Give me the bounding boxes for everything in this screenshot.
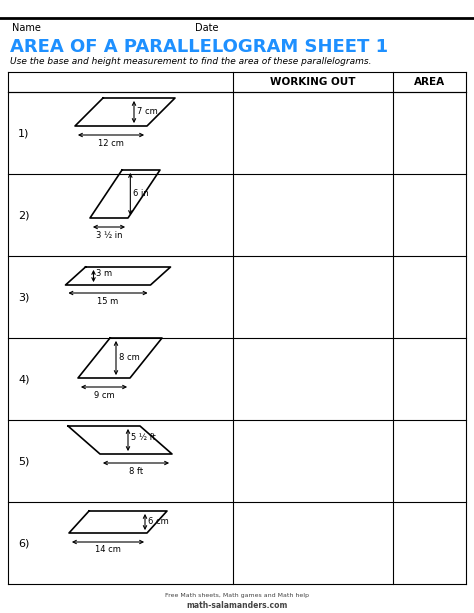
Text: 4): 4): [18, 374, 29, 384]
Text: math-salamanders.com: math-salamanders.com: [186, 601, 288, 611]
Text: Free Math sheets, Math games and Math help: Free Math sheets, Math games and Math he…: [165, 593, 309, 598]
Text: 3 ½ in: 3 ½ in: [96, 230, 122, 240]
Text: Date: Date: [195, 23, 219, 33]
Text: 3): 3): [18, 292, 29, 302]
Text: 3 m: 3 m: [97, 270, 113, 278]
Text: 2): 2): [18, 210, 29, 220]
Text: 7 cm: 7 cm: [137, 107, 158, 116]
Text: 8 ft: 8 ft: [129, 466, 143, 476]
Text: 6): 6): [18, 538, 29, 548]
Text: Use the base and height measurement to find the area of these parallelograms.: Use the base and height measurement to f…: [10, 58, 372, 66]
Text: 6 in: 6 in: [133, 189, 149, 199]
Text: 1): 1): [18, 128, 29, 138]
Text: 6 cm: 6 cm: [148, 517, 169, 527]
Text: 12 cm: 12 cm: [98, 139, 124, 148]
Text: 8 cm: 8 cm: [119, 354, 140, 362]
Text: 14 cm: 14 cm: [95, 546, 121, 555]
Text: 15 m: 15 m: [97, 297, 118, 305]
Text: 9 cm: 9 cm: [94, 390, 114, 400]
Text: Name: Name: [12, 23, 41, 33]
Text: WORKING OUT: WORKING OUT: [270, 77, 356, 87]
Text: AREA OF A PARALLELOGRAM SHEET 1: AREA OF A PARALLELOGRAM SHEET 1: [10, 38, 388, 56]
Text: 5 ½ ft: 5 ½ ft: [131, 433, 156, 441]
Text: 5): 5): [18, 456, 29, 466]
Text: AREA: AREA: [414, 77, 445, 87]
